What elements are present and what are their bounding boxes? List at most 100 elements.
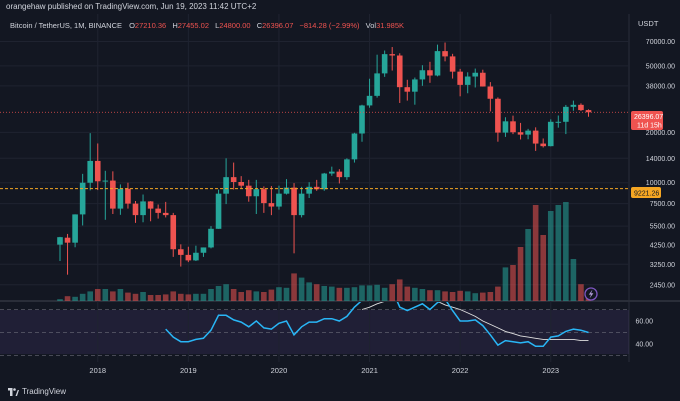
candle-body (570, 104, 577, 107)
volume-bar (321, 286, 328, 301)
candle (215, 189, 222, 229)
candle-body (102, 180, 109, 182)
candle (585, 109, 592, 117)
lightning-icon[interactable] (584, 287, 598, 301)
volume-bar (125, 292, 131, 301)
volume-bar (94, 289, 101, 301)
candle-body (238, 182, 244, 186)
candle (396, 53, 403, 103)
volume-bar (419, 289, 426, 301)
rsi-axis: 60.00 40.00 (635, 319, 653, 349)
candle (306, 182, 312, 199)
candle (351, 132, 358, 163)
candle (253, 179, 260, 214)
price-tick-label: 2450.00 (650, 282, 675, 289)
candle (336, 169, 343, 184)
candle (480, 69, 486, 87)
candle (344, 158, 350, 180)
candle-body (457, 71, 463, 85)
volume-bar (540, 235, 546, 301)
candle-body (480, 72, 486, 87)
candle-body (117, 188, 124, 209)
candle (517, 122, 524, 140)
candle-body (245, 185, 252, 197)
candle-body (359, 105, 365, 134)
candle (495, 97, 501, 142)
legend-change: −814.28 (−2.99%) (300, 21, 361, 30)
price-tick-label: 14000.00 (646, 156, 675, 163)
price-tick-label: 10000.00 (646, 180, 675, 187)
volume-bar (510, 265, 516, 301)
candle-body (208, 228, 214, 248)
candle-body (155, 208, 161, 213)
candle (563, 104, 569, 135)
candle (291, 183, 297, 254)
candle-body (140, 201, 146, 216)
volume-bar (215, 286, 222, 301)
currency-label: USDT (638, 19, 659, 28)
candle-body (344, 159, 350, 178)
candle-body (374, 73, 380, 96)
rsi-band (0, 310, 629, 354)
price-chart[interactable]: Bitcoin / TetherUS, 1M, BINANCE O27210.3… (0, 0, 680, 383)
volume-bar (336, 287, 343, 301)
candle-body (547, 121, 554, 147)
candle (374, 54, 380, 98)
volume-bar (170, 291, 177, 301)
volume-bar (480, 292, 486, 301)
candle (313, 179, 320, 191)
candle-body (193, 252, 199, 261)
volume-bar (306, 282, 312, 301)
candle-body (396, 55, 403, 88)
candles (57, 42, 592, 275)
candle (404, 79, 411, 101)
candle (87, 133, 93, 191)
time-tick-label: 2018 (89, 366, 106, 375)
candle (268, 186, 275, 216)
candle (412, 77, 418, 105)
candle-body (434, 51, 441, 76)
candle (261, 186, 267, 213)
volume-bar (268, 289, 275, 301)
rsi-line (165, 302, 589, 348)
volume-bar (261, 292, 267, 301)
candle-body (185, 254, 192, 261)
candle (578, 103, 584, 112)
legend-l-label: L (215, 21, 219, 30)
candle (283, 179, 290, 195)
rsi-pane (165, 302, 589, 348)
candle (457, 68, 463, 97)
candle (442, 42, 448, 62)
candle (381, 50, 388, 77)
time-tick-label: 2021 (361, 366, 378, 375)
volume-bar (313, 284, 320, 301)
price-tick-label: 7500.00 (650, 201, 675, 208)
volume-bar (359, 285, 365, 301)
volume-bar (162, 294, 169, 301)
candle (472, 68, 479, 88)
candle-body (79, 182, 86, 215)
candle-body (366, 95, 373, 106)
candle (140, 194, 146, 223)
price-tick-label: 38000.00 (646, 83, 675, 90)
volume-bar (298, 277, 305, 301)
volume-bar (276, 287, 282, 301)
volume-bar (117, 289, 124, 301)
candle-body (306, 186, 312, 194)
candle (79, 173, 86, 226)
candle (547, 119, 554, 147)
volume-bar (155, 295, 161, 301)
volume-bar (487, 292, 494, 301)
candle-body (64, 237, 71, 243)
candle-body (419, 70, 426, 80)
candle (276, 185, 282, 210)
volume-bar (200, 293, 207, 301)
volume-bar (351, 287, 358, 301)
volume-bar (457, 290, 463, 301)
price-level-lines (0, 111, 629, 190)
candle-body (178, 249, 184, 255)
candle-body (132, 203, 139, 216)
candle (359, 104, 365, 142)
time-axis: 2018 2019 2020 2021 2022 2023 (89, 366, 559, 375)
legend-c-label: C (257, 21, 263, 30)
